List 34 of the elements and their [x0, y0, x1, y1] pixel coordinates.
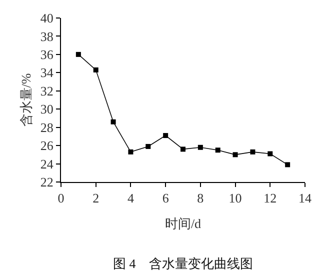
x-tick-label: 14 — [298, 190, 312, 206]
y-tick-label: 22 — [40, 174, 54, 190]
y-axis-title: 含水量/% — [18, 73, 34, 127]
point — [250, 149, 256, 154]
point — [180, 146, 186, 152]
y-tick-label: 40 — [40, 10, 54, 26]
x-tick-label: 2 — [92, 190, 100, 206]
point — [76, 52, 81, 57]
point — [163, 133, 168, 138]
x-tick-label: 12 — [264, 190, 277, 206]
y-tick-label: 30 — [40, 102, 54, 117]
point — [215, 148, 220, 153]
point — [93, 67, 98, 72]
y-tick-label: 26 — [40, 138, 54, 154]
y-tick-label: 36 — [40, 46, 54, 62]
x-tick-label: 0 — [58, 190, 64, 206]
point — [146, 144, 151, 149]
x-tick-label: 10 — [228, 190, 242, 206]
y-tick-label: 38 — [40, 28, 54, 44]
x-axis-title: 时间/d — [164, 216, 202, 232]
y-tick-label: 34 — [40, 65, 54, 80]
point — [285, 162, 290, 168]
caption: 图 4 含水量变化曲线图 — [113, 256, 253, 271]
point — [128, 149, 134, 154]
point — [198, 144, 203, 150]
x-tick-label: 4 — [127, 190, 134, 206]
x-tick-label: 6 — [162, 190, 170, 206]
y-tick-label: 28 — [40, 120, 54, 135]
y-tick-label: 32 — [40, 83, 54, 98]
point — [232, 152, 238, 158]
point — [110, 119, 116, 124]
x-tick-label: 8 — [197, 190, 204, 206]
y-tick-label: 24 — [40, 156, 54, 172]
point — [268, 151, 273, 156]
